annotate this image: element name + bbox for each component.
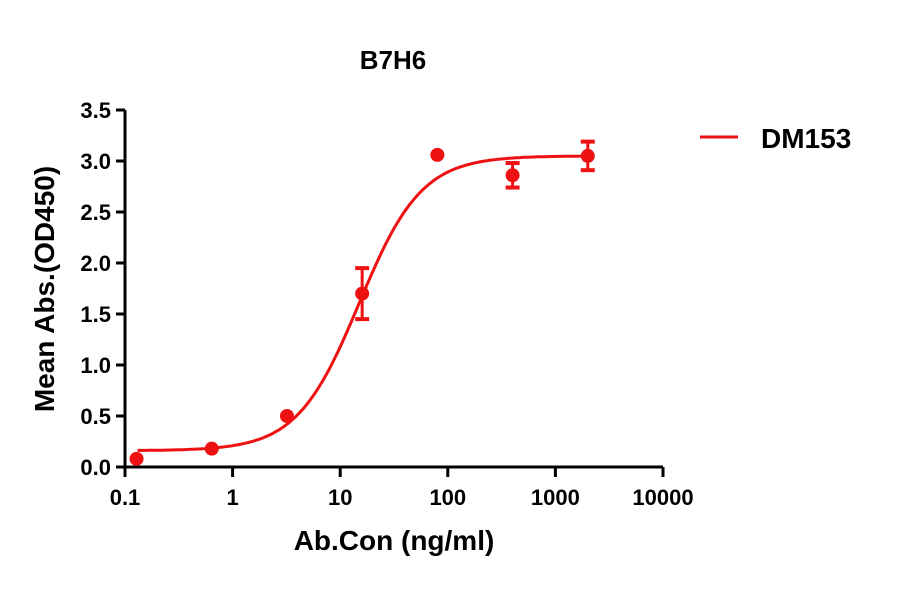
data-point	[129, 451, 144, 466]
y-tick-label: 0.0	[80, 455, 111, 480]
x-tick-label: 10	[328, 485, 352, 510]
x-axis: 0.1 1 10 100 1000 10000	[110, 465, 694, 510]
x-axis-label: Ab.Con (ng/ml)	[294, 525, 495, 556]
data-point	[505, 168, 520, 183]
chart-title: B7H6	[360, 45, 426, 75]
x-tick-label: 1	[226, 485, 238, 510]
y-tick-label: 0.5	[80, 404, 111, 429]
y-axis-label: Mean Abs.(OD450)	[29, 166, 60, 412]
y-tick-label: 2.5	[80, 200, 111, 225]
x-tick-label: 10000	[632, 485, 693, 510]
y-tick-label: 3.5	[80, 98, 111, 123]
y-axis: 0.0 0.5 1.0 1.5 2.0 2.5 3.0 3.5	[80, 98, 127, 480]
y-tick-label: 1.5	[80, 302, 111, 327]
data-point	[430, 147, 445, 162]
y-tick-label: 1.0	[80, 353, 111, 378]
x-tick-label: 1000	[531, 485, 580, 510]
data-point	[580, 148, 595, 163]
y-tick-label: 3.0	[80, 149, 111, 174]
x-tick-label: 0.1	[110, 485, 141, 510]
data-point	[355, 286, 370, 301]
plot-area	[129, 139, 595, 466]
x-tick-label: 100	[429, 485, 466, 510]
y-tick-label: 2.0	[80, 251, 111, 276]
data-point	[204, 441, 219, 456]
legend-label: DM153	[761, 123, 851, 154]
legend: DM153	[700, 123, 851, 154]
data-point	[279, 409, 294, 423]
